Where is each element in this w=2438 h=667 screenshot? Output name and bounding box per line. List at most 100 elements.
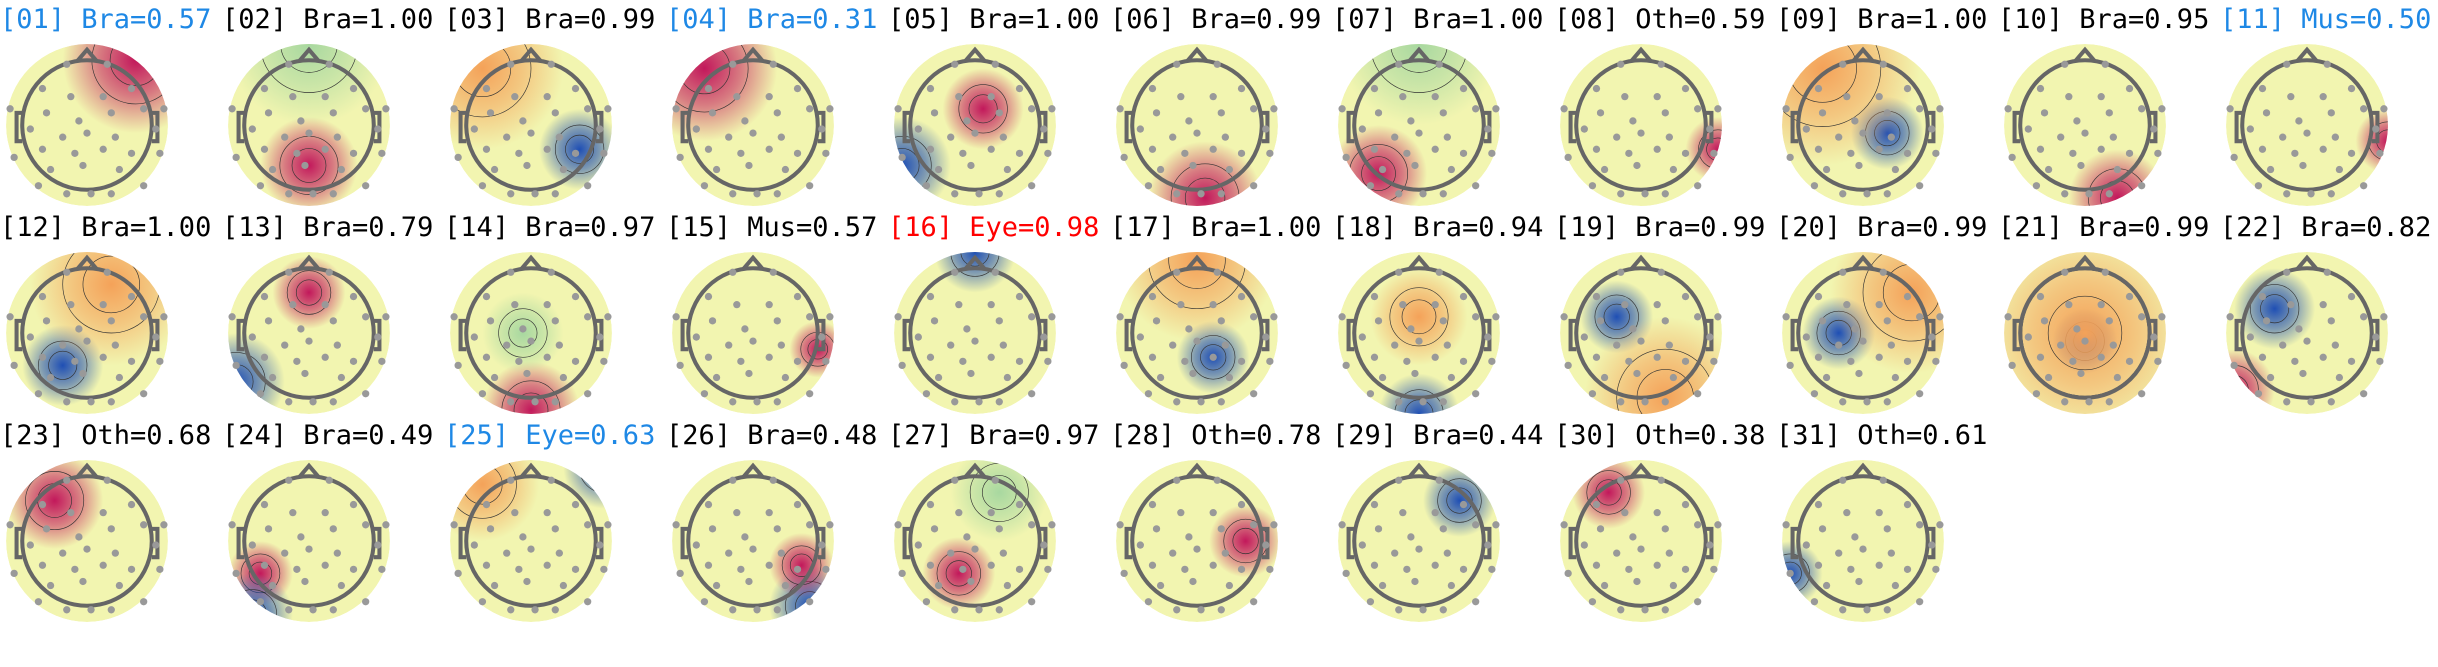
sensor-dot xyxy=(1600,165,1609,174)
sensor-dot xyxy=(1879,268,1887,276)
topomap xyxy=(1560,252,1722,414)
component-23[interactable]: [23] Oth=0.68 xyxy=(0,420,222,630)
component-9[interactable]: [09] Bra=1.00 xyxy=(1776,4,1998,214)
component-5[interactable]: [05] Bra=1.00 xyxy=(888,4,1110,214)
topomap xyxy=(1116,252,1278,414)
sensor-dot xyxy=(781,581,790,590)
component-1[interactable]: [01] Bra=0.57 xyxy=(0,4,222,214)
sensor-dot xyxy=(2347,149,2356,157)
sensor-dot xyxy=(600,149,608,157)
sensor-dot xyxy=(1185,325,1193,333)
component-21[interactable]: [21] Bra=0.99 xyxy=(1998,212,2220,422)
sensor-dot xyxy=(362,313,370,321)
sensor-dot xyxy=(1669,581,1678,590)
sensor-dot xyxy=(2266,165,2275,174)
sensor-dot xyxy=(63,476,71,484)
component-7[interactable]: [07] Bra=1.00 xyxy=(1332,4,1554,214)
sensor-dot xyxy=(1621,509,1629,517)
component-13[interactable]: [13] Bra=0.79 xyxy=(222,212,444,422)
sensor-dot xyxy=(1564,153,1572,162)
sensor-dot xyxy=(297,117,305,125)
sensor-dot xyxy=(349,565,358,573)
sensor-dot xyxy=(547,476,555,484)
component-30[interactable]: [30] Oth=0.38 xyxy=(1554,420,1776,630)
sensor-dot xyxy=(1661,525,1669,533)
sensor-dot xyxy=(2376,149,2384,157)
component-17[interactable]: [17] Bra=1.00 xyxy=(1110,212,1332,422)
sensor-dot xyxy=(926,353,935,361)
component-20[interactable]: [20] Bra=0.99 xyxy=(1776,212,1998,422)
sensor-dot xyxy=(1028,182,1036,190)
sensor-dot xyxy=(107,525,115,533)
sensor-dot xyxy=(260,292,269,301)
sensor-dot xyxy=(559,581,568,590)
component-29[interactable]: [29] Bra=0.44 xyxy=(1332,420,1554,630)
sensor-dot xyxy=(1431,145,1439,153)
sensor-dot xyxy=(1855,369,1863,378)
head-outline-icon xyxy=(2234,254,2380,400)
component-11[interactable]: [11] Mus=0.50 xyxy=(2220,4,2438,214)
sensor-dot xyxy=(325,476,333,484)
sensor-dot xyxy=(1596,317,1605,325)
sensor-dot xyxy=(71,149,79,157)
sensor-dot xyxy=(1439,606,1447,614)
component-4[interactable]: [04] Bra=0.31 xyxy=(666,4,888,214)
component-10[interactable]: [10] Bra=0.95 xyxy=(1998,4,2220,214)
sensor-dot xyxy=(1617,60,1625,68)
component-22[interactable]: [22] Bra=0.82 xyxy=(2220,212,2438,422)
component-26[interactable]: [26] Bra=0.48 xyxy=(666,420,888,630)
sensor-dot xyxy=(1148,500,1157,509)
sensor-dot xyxy=(527,337,535,345)
component-28[interactable]: [28] Oth=0.78 xyxy=(1110,420,1332,630)
component-2[interactable]: [02] Bra=1.00 xyxy=(222,4,444,214)
component-3[interactable]: [03] Bra=0.99 xyxy=(444,4,666,214)
sensor-dot xyxy=(1266,357,1274,365)
component-12[interactable]: [12] Bra=1.00 xyxy=(0,212,222,422)
sensor-dot xyxy=(555,133,563,141)
sensor-dot xyxy=(349,292,358,301)
sensor-dot xyxy=(1148,145,1157,153)
component-14[interactable]: [14] Bra=0.97 xyxy=(444,212,666,422)
sensor-dot xyxy=(1120,361,1128,370)
component-15[interactable]: [15] Mus=0.57 xyxy=(666,212,888,422)
sensor-dot xyxy=(2069,149,2077,157)
sensor-dot xyxy=(926,292,935,301)
component-27[interactable]: [27] Bra=0.97 xyxy=(888,420,1110,630)
sensor-dot xyxy=(914,333,922,341)
sensor-dot xyxy=(1782,105,1790,113)
head-outline-icon xyxy=(458,46,604,192)
sensor-dot xyxy=(1472,105,1480,113)
sensor-dot xyxy=(507,398,515,406)
component-title: [23] Oth=0.68 xyxy=(0,420,212,451)
sensor-dot xyxy=(111,341,119,349)
sensor-dot xyxy=(2004,105,2012,113)
sensor-dot xyxy=(2125,357,2134,365)
sensor-dot xyxy=(2319,301,2327,309)
sensor-dot xyxy=(382,521,390,529)
component-18[interactable]: [18] Bra=0.94 xyxy=(1332,212,1554,422)
sensor-dot xyxy=(1028,521,1036,529)
sensor-dot xyxy=(806,598,814,606)
component-25[interactable]: [25] Eye=0.63 xyxy=(444,420,666,630)
sensor-dot xyxy=(1669,373,1678,382)
component-31[interactable]: [31] Oth=0.61 xyxy=(1776,420,1998,630)
sensor-dot xyxy=(995,606,1003,614)
component-title: [12] Bra=1.00 xyxy=(0,212,212,243)
sensor-dot xyxy=(2105,109,2113,117)
component-6[interactable]: [06] Bra=0.99 xyxy=(1110,4,1332,214)
component-8[interactable]: [08] Oth=0.59 xyxy=(1554,4,1776,214)
sensor-dot xyxy=(2254,182,2263,190)
component-title: [28] Oth=0.78 xyxy=(1110,420,1322,451)
sensor-dot xyxy=(1411,161,1419,170)
sensor-dot xyxy=(2323,60,2331,68)
sensor-dot xyxy=(1936,521,1944,529)
sensor-dot xyxy=(1875,145,1883,153)
component-19[interactable]: [19] Bra=0.99 xyxy=(1554,212,1776,422)
sensor-dot xyxy=(63,60,71,68)
sensor-dot xyxy=(2085,398,2093,406)
sensor-dot xyxy=(1596,525,1605,533)
component-16[interactable]: [16] Eye=0.98 xyxy=(888,212,1110,422)
sensor-dot xyxy=(1814,145,1823,153)
component-24[interactable]: [24] Bra=0.49 xyxy=(222,420,444,630)
sensor-dot xyxy=(1637,337,1645,345)
